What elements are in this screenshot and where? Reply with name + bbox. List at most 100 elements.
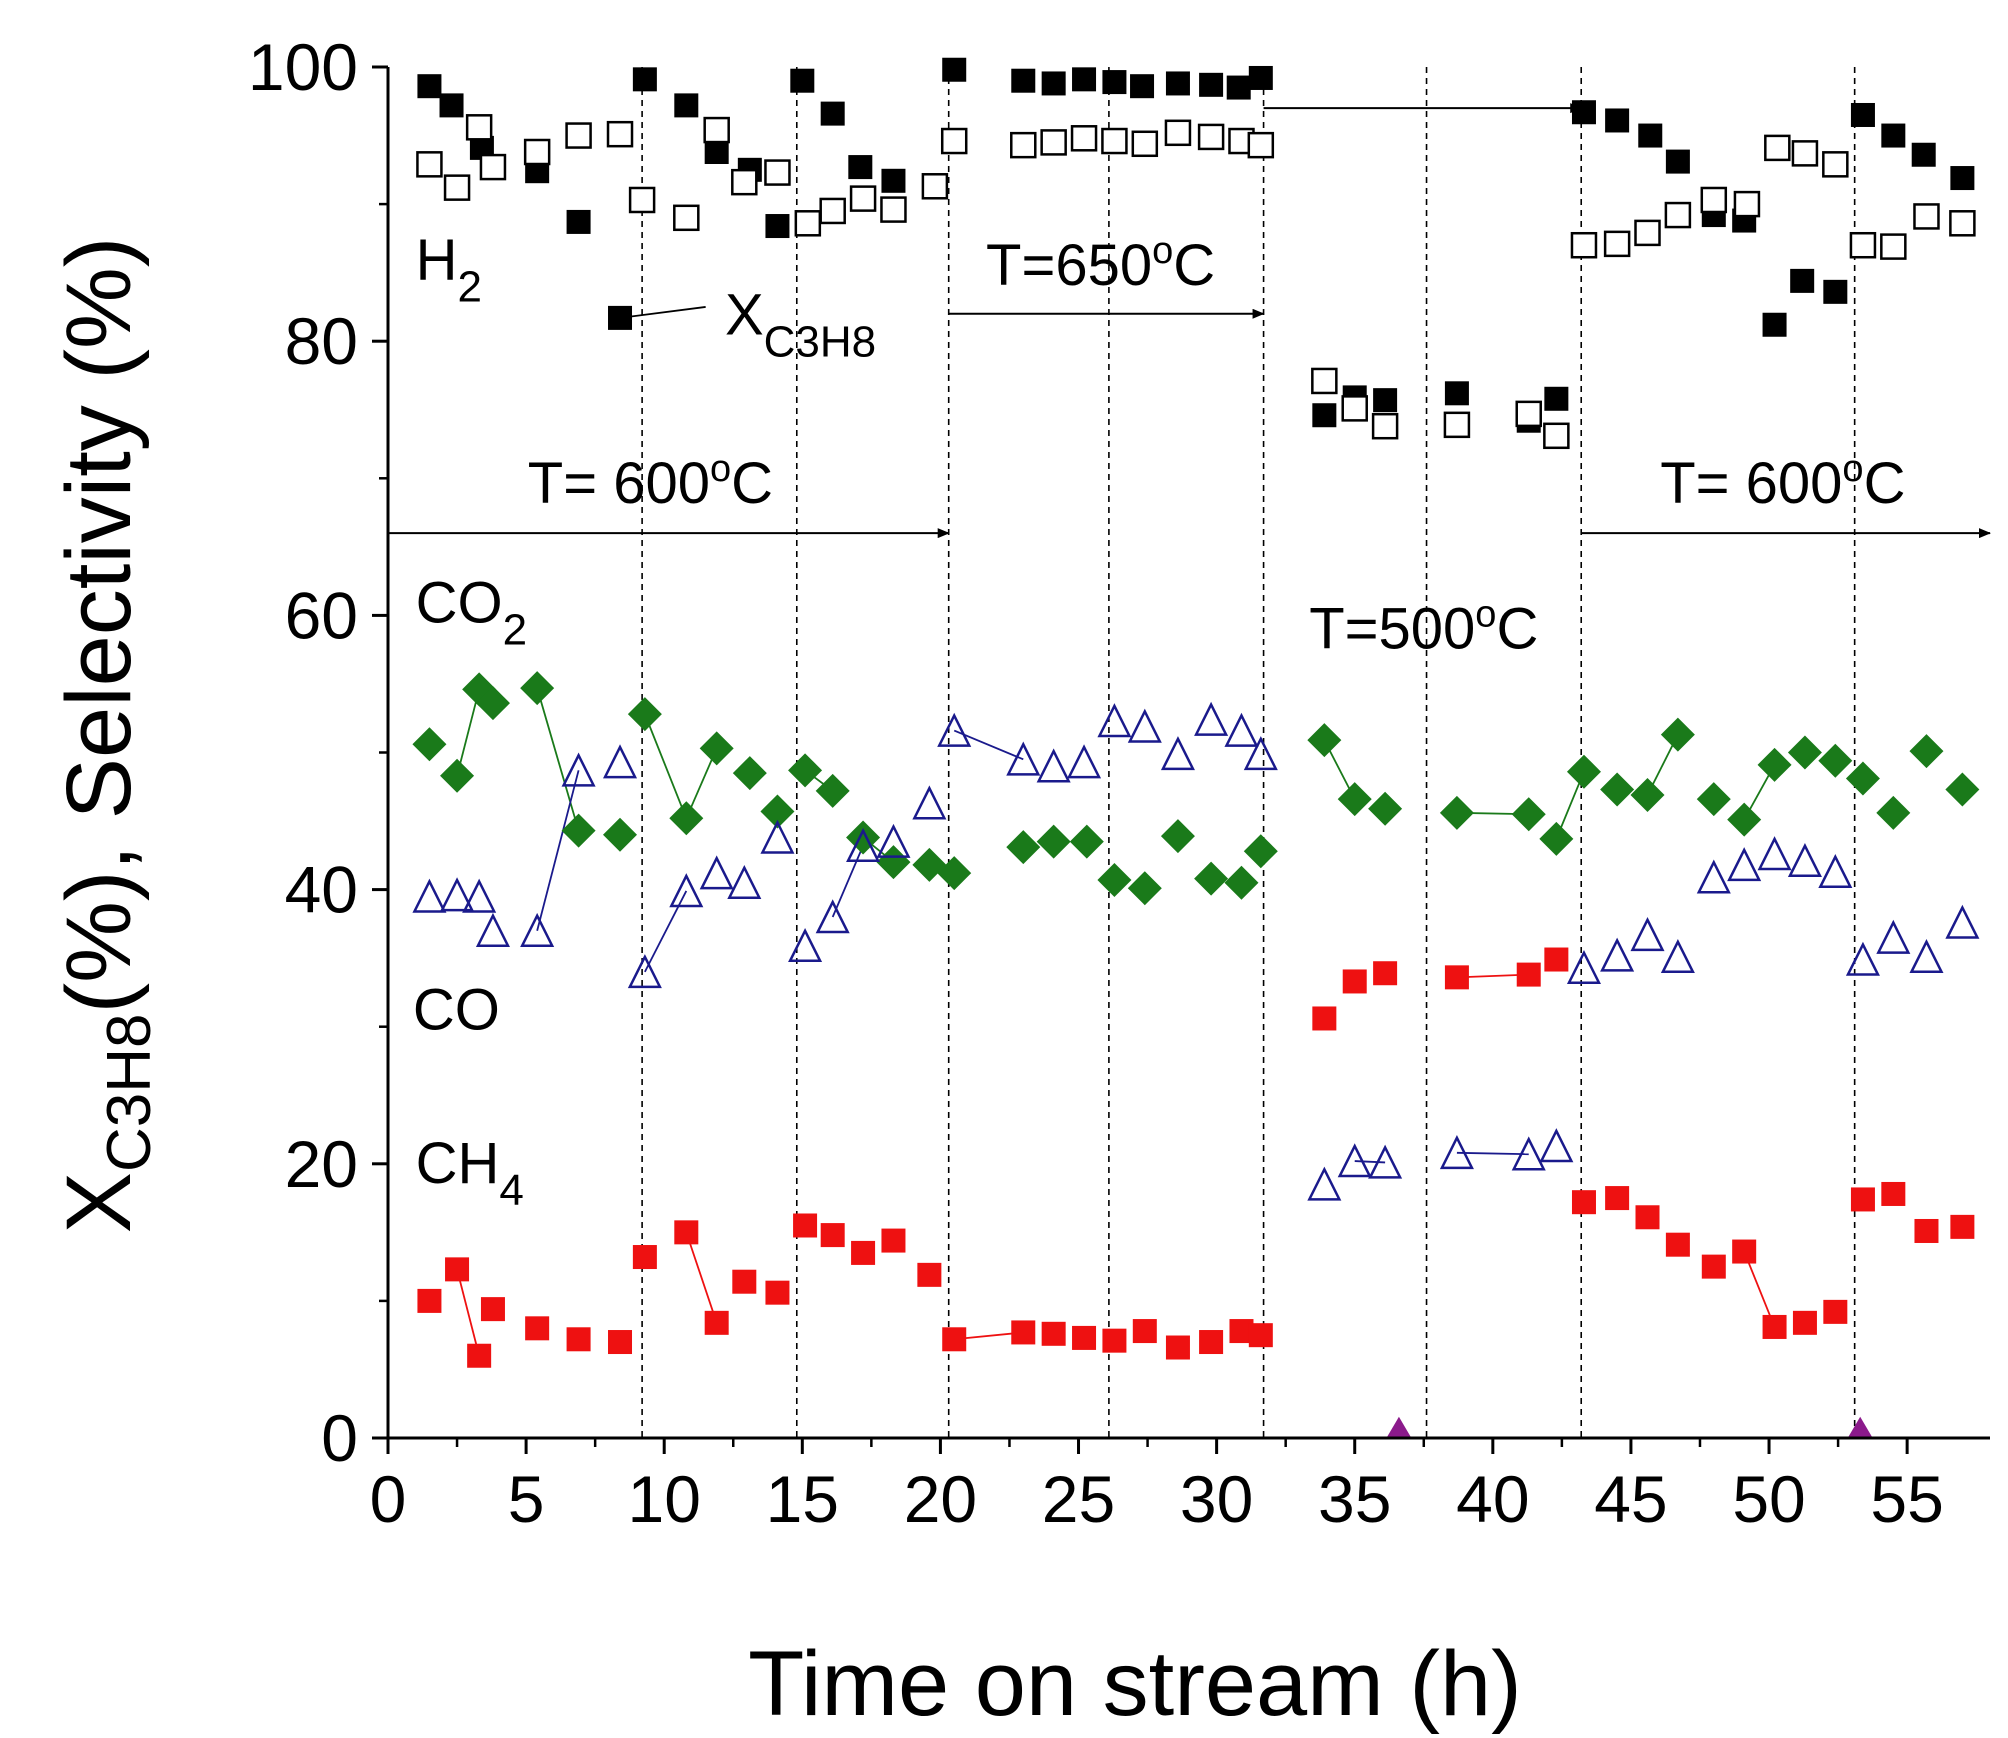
x-axis-title: Time on stream (h) xyxy=(748,1633,1522,1735)
point-CH4-28 xyxy=(1342,969,1367,994)
point-CO-37 xyxy=(1696,859,1731,894)
point-H2-42 xyxy=(1849,231,1877,259)
point-X_C3H8-7 xyxy=(674,93,699,118)
point-H2-33 xyxy=(1570,231,1598,259)
point-X_C3H8-16 xyxy=(1011,68,1036,93)
point-H2-17 xyxy=(940,127,968,155)
point-CO2-7 xyxy=(627,697,662,732)
point-CO-6 xyxy=(602,744,638,779)
point-H2-35 xyxy=(1634,219,1661,247)
point-CO-9 xyxy=(699,855,734,890)
point-H2-0 xyxy=(416,151,443,178)
point-CO2-12 xyxy=(788,753,823,788)
point-CO2-39 xyxy=(1757,747,1792,782)
point-H2-9 xyxy=(703,116,730,144)
point-CO-22 xyxy=(1127,708,1162,743)
point-CO-21 xyxy=(1097,703,1132,738)
connector-CO-4 xyxy=(1354,1160,1386,1164)
point-CO2-41 xyxy=(1818,743,1853,778)
point-CO2-45 xyxy=(1945,772,1980,807)
point-X_C3H8-27 xyxy=(1373,388,1398,413)
point-H2-22 xyxy=(1131,130,1159,158)
point-CO-3 xyxy=(475,912,510,947)
temperature-label-2: T=500oC xyxy=(1309,593,1538,661)
y-axis-title: XC3H8(%), Selectivity (%) xyxy=(48,237,164,1234)
point-H2-1 xyxy=(443,174,471,201)
point-CO-2 xyxy=(462,878,497,913)
point-X_C3H8-17 xyxy=(1041,71,1066,96)
point-X_C3H8-1 xyxy=(439,93,464,118)
point-H2-13 xyxy=(819,197,846,225)
point-CO-27 xyxy=(1307,1166,1342,1201)
point-CH4-13 xyxy=(820,1223,845,1248)
point-CO-5 xyxy=(561,752,596,787)
point-H2-41 xyxy=(1822,151,1849,178)
point-CH4-32 xyxy=(1544,947,1569,972)
point-H2-16 xyxy=(921,173,949,200)
point-X_C3H8-6 xyxy=(632,67,657,92)
x-tick-label-10: 10 xyxy=(627,1462,700,1536)
y-tick-label-60: 60 xyxy=(285,578,358,652)
temperature-label-0: T= 600oC xyxy=(528,448,773,516)
point-CH4-38 xyxy=(1732,1239,1757,1264)
point-H2-15 xyxy=(880,196,907,223)
x-tick-label-15: 15 xyxy=(766,1462,839,1536)
labels: T= 600oC T=650oC T=500oC T= 600oC H2 XC3H8 CO2… xyxy=(413,228,1906,1215)
point-CO2-38 xyxy=(1727,802,1762,837)
point-H2-40 xyxy=(1791,140,1819,167)
point-CO-40 xyxy=(1787,843,1822,878)
point-CH4-10 xyxy=(732,1269,757,1294)
point-CH4-43 xyxy=(1881,1181,1906,1206)
point-CO-41 xyxy=(1818,853,1853,889)
point-H2-27 xyxy=(1311,367,1338,395)
point-CO2-6 xyxy=(603,817,638,852)
point-CO-10 xyxy=(727,864,762,899)
point-H2-11 xyxy=(764,159,791,186)
point-X_C3H8-24 xyxy=(1248,65,1273,90)
point-CH4-36 xyxy=(1665,1232,1690,1257)
point-H2-2 xyxy=(465,114,493,141)
point-H2-31 xyxy=(1515,400,1542,428)
connector-CO-0 xyxy=(536,770,580,931)
period-boundaries xyxy=(641,67,1856,1438)
point-CH4-21 xyxy=(1102,1328,1127,1353)
point-CH4-31 xyxy=(1516,962,1541,987)
point-CO2-36 xyxy=(1660,717,1695,752)
data-points xyxy=(412,57,1980,1439)
point-CH4-39 xyxy=(1762,1314,1787,1339)
point-H2-12 xyxy=(794,210,822,237)
y-tick-label-20: 20 xyxy=(285,1127,358,1201)
point-CH4-2 xyxy=(467,1343,492,1368)
point-CH4-16 xyxy=(917,1262,942,1287)
point-CO2-43 xyxy=(1876,795,1911,830)
point-CH4-19 xyxy=(1041,1321,1066,1346)
point-CO2-14 xyxy=(846,820,881,855)
point-CO-13 xyxy=(815,899,850,934)
point-CO2-28 xyxy=(1337,782,1372,817)
point-CH4-33 xyxy=(1571,1190,1596,1215)
point-CH4-15 xyxy=(881,1228,906,1253)
point-CH4-26 xyxy=(1248,1323,1273,1348)
point-X_C3H8-23 xyxy=(1226,75,1251,100)
point-X_C3H8-39 xyxy=(1823,279,1848,304)
y-tick-label-80: 80 xyxy=(285,304,358,378)
connector-CH4-0 xyxy=(456,1269,481,1356)
point-CH4-42 xyxy=(1850,1187,1875,1212)
point-CH4-18 xyxy=(1011,1320,1036,1345)
temperature-label-3: T= 600oC xyxy=(1660,448,1905,516)
connector-X_C3H8-0 xyxy=(619,306,706,319)
point-CO-44 xyxy=(1909,938,1944,974)
y-axis-title-sub: C3H8 xyxy=(95,1014,164,1173)
point-CO-20 xyxy=(1067,744,1102,779)
point-CO-23 xyxy=(1160,736,1195,771)
point-H2-24 xyxy=(1197,123,1225,151)
point-H2-38 xyxy=(1733,190,1761,218)
point-CO2-35 xyxy=(1630,778,1665,813)
point-CO-24 xyxy=(1194,701,1229,736)
connector-CO-2 xyxy=(831,845,864,918)
connector-CO2-1 xyxy=(536,687,580,831)
point-X_C3H8-13 xyxy=(848,155,873,180)
point-H2-43 xyxy=(1880,233,1907,260)
point-CO2-20 xyxy=(1069,824,1104,859)
